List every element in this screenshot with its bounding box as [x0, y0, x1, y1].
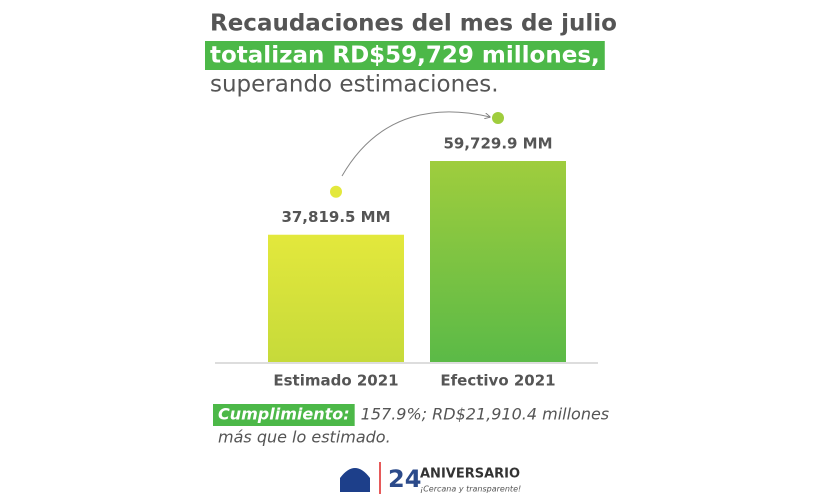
x-tick-label: Estimado 2021 [273, 372, 398, 390]
title-line: totalizan RD$59,729 millones, [210, 43, 600, 69]
title-line: superando estimaciones. [210, 72, 499, 98]
logo-number: 24 [388, 465, 421, 493]
title-line: Recaudaciones del mes de julio [210, 11, 617, 37]
marker-dot [330, 185, 342, 198]
logo-slogan: ¡Cercana y transparente! [420, 485, 521, 494]
logo-emblem [340, 468, 370, 492]
bar [430, 161, 566, 362]
footnote-text: más que lo estimado. [218, 428, 391, 447]
footnote-label: Cumplimiento: [218, 405, 350, 424]
x-tick-label: Efectivo 2021 [440, 372, 555, 390]
footnote-text: 157.9%; RD$21,910.4 millones [361, 405, 609, 424]
value-label: 37,819.5 MM [281, 208, 390, 226]
footnote-highlight [213, 404, 355, 426]
logo-name: ANIVERSARIO [420, 467, 520, 482]
arrow [341, 111, 490, 177]
marker-dot [492, 112, 504, 124]
logo: 24 ANIVERSARIO ¡Cercana y transparente! [340, 462, 521, 494]
value-label: 59,729.9 MM [443, 135, 552, 153]
title-highlight [205, 41, 605, 70]
bar [268, 234, 404, 362]
